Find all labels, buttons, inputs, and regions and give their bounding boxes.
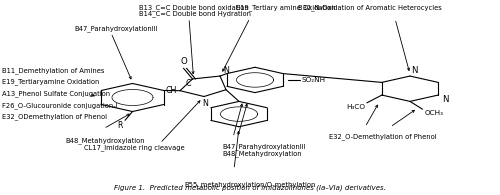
Text: O: O (180, 57, 187, 66)
Text: B13_C=C Double bond oxidation: B13_C=C Double bond oxidation (139, 4, 249, 11)
Text: F26_O-Glucouronide conjugation-I: F26_O-Glucouronide conjugation-I (2, 102, 117, 109)
Text: Figure 1.  Predicted metabolic position of imidazolinones (Ia–VIa) derivatives.: Figure 1. Predicted metabolic position o… (114, 184, 386, 191)
Text: B11_Demethylation of Amines: B11_Demethylation of Amines (2, 67, 104, 74)
Text: SO₂NH: SO₂NH (302, 77, 326, 83)
Text: E19_Tertiaryamine Oxidation: E19_Tertiaryamine Oxidation (2, 79, 99, 85)
Text: R: R (117, 121, 122, 130)
Text: B48_Metahydroxylation: B48_Metahydroxylation (222, 150, 302, 157)
Text: N: N (223, 66, 229, 75)
Text: B14_C=C Double bond Hydration: B14_C=C Double bond Hydration (139, 11, 251, 18)
Text: A13_Phenol Sulfate Conjugation: A13_Phenol Sulfate Conjugation (2, 90, 110, 97)
Text: OCH₃: OCH₃ (424, 110, 444, 116)
Text: E19_Tertiary amine Oxidation: E19_Tertiary amine Oxidation (236, 4, 336, 11)
Text: B47_ParahydroxylationIII: B47_ParahydroxylationIII (74, 25, 158, 32)
Text: B55_metahydroxylation/O-methylation: B55_metahydroxylation/O-methylation (184, 182, 316, 189)
Text: N: N (442, 95, 448, 105)
Text: B48_Metahydroxylation: B48_Metahydroxylation (65, 137, 144, 144)
Text: N: N (202, 99, 208, 108)
Text: C: C (185, 79, 190, 88)
Text: CH: CH (166, 86, 177, 95)
Text: E32_ODemethylation of Phenol: E32_ODemethylation of Phenol (2, 114, 106, 120)
Text: E32_O-Demethylation of Phenol: E32_O-Demethylation of Phenol (329, 133, 436, 140)
Text: N: N (411, 66, 418, 75)
Text: H₃CO: H₃CO (346, 104, 365, 110)
Text: B32_N-Oxidation of Aromatic Heterocycles: B32_N-Oxidation of Aromatic Heterocycles (298, 4, 442, 11)
Text: B47_ParahydroxylationIII: B47_ParahydroxylationIII (222, 143, 306, 150)
Text: CL17_Imidazole ring cleavage: CL17_Imidazole ring cleavage (84, 145, 184, 152)
